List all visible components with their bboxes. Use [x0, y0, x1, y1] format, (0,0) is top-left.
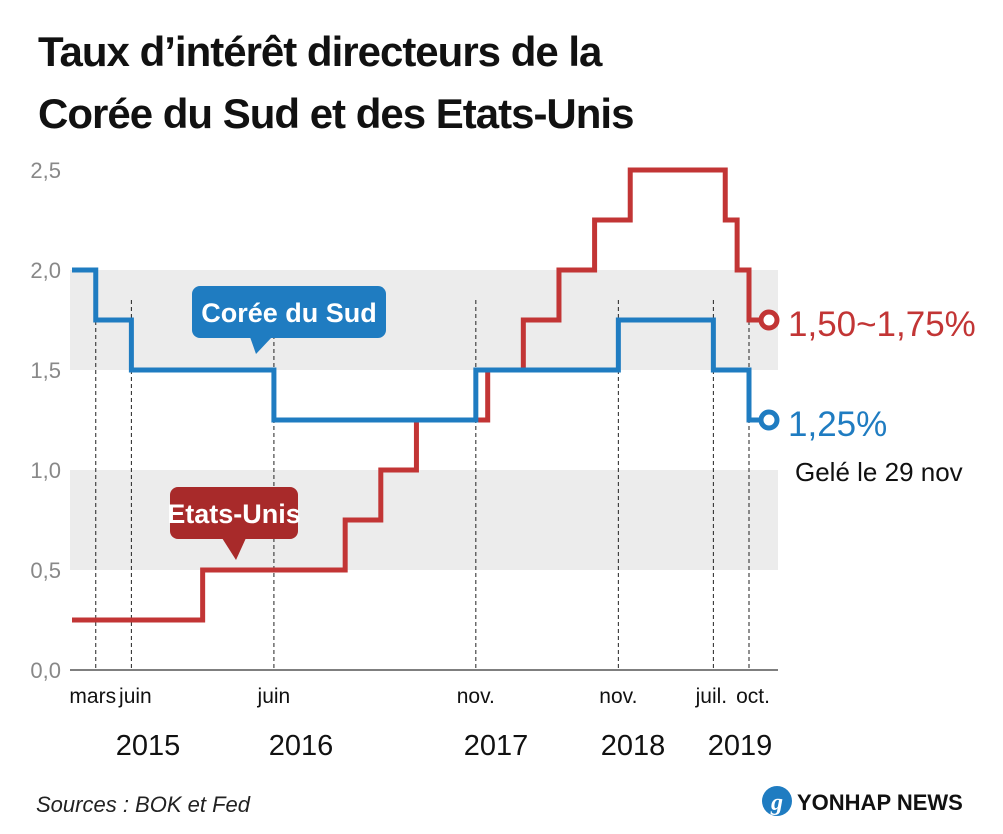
us-end-label: 1,50~1,75% [788, 305, 976, 344]
korea-end-marker [758, 409, 780, 431]
chart-title-line-2: Corée du Sud et des Etats-Unis [38, 90, 633, 137]
korea-rate-line [72, 267, 761, 423]
date-guide-lines [95, 300, 750, 670]
x-month-label: juin [257, 685, 291, 708]
us-callout: Etats-Unis [167, 487, 301, 560]
y-tick-label: 2,5 [30, 158, 61, 183]
x-month-label: oct. [736, 685, 770, 708]
y-tick-label: 1,0 [30, 458, 61, 483]
y-tick-label: 0,0 [30, 658, 61, 683]
x-axis-year-labels: 2015 2016 2017 2018 2019 [116, 730, 773, 762]
x-year-label: 2017 [464, 730, 529, 762]
x-year-label: 2019 [708, 730, 773, 762]
x-month-label: nov. [457, 685, 495, 708]
korea-end-note: Gelé le 29 nov [795, 457, 963, 487]
us-callout-box [170, 487, 298, 539]
x-month-label: juin [118, 685, 152, 708]
korea-callout-label: Corée du Sud [201, 298, 377, 328]
korea-callout: Corée du Sud [192, 286, 386, 354]
korea-callout-pointer [250, 337, 272, 354]
yonhap-logo-icon [762, 786, 792, 816]
us-callout-label: Etats-Unis [167, 499, 301, 529]
y-tick-label: 2,0 [30, 258, 61, 283]
yonhap-logo-glyph: g [770, 790, 783, 816]
x-axis-month-labels: mars juin juin nov. nov. juil. oct. [69, 685, 770, 708]
x-month-label: mars [69, 685, 116, 708]
chart-title-line-1: Taux d’intérêt directeurs de la [38, 28, 603, 75]
yonhap-logo: g YONHAP NEWS [762, 786, 963, 816]
x-year-label: 2018 [601, 730, 666, 762]
us-rate-line [72, 167, 761, 623]
yonhap-logo-text: YONHAP NEWS [797, 790, 963, 815]
y-axis-ticks: 0,0 0,5 1,0 1,5 2,0 2,5 [30, 158, 61, 683]
series-lines [72, 167, 761, 623]
y-tick-label: 0,5 [30, 558, 61, 583]
x-month-label: nov. [599, 685, 637, 708]
source-note: Sources : BOK et Fed [36, 792, 251, 817]
us-end-marker [758, 309, 780, 331]
x-month-label: juil. [695, 685, 728, 708]
korea-callout-box [192, 286, 386, 338]
y-tick-label: 1,5 [30, 358, 61, 383]
x-year-label: 2015 [116, 730, 181, 762]
korea-end-label: 1,25% [788, 405, 887, 444]
x-year-label: 2016 [269, 730, 334, 762]
us-callout-pointer [222, 538, 246, 560]
